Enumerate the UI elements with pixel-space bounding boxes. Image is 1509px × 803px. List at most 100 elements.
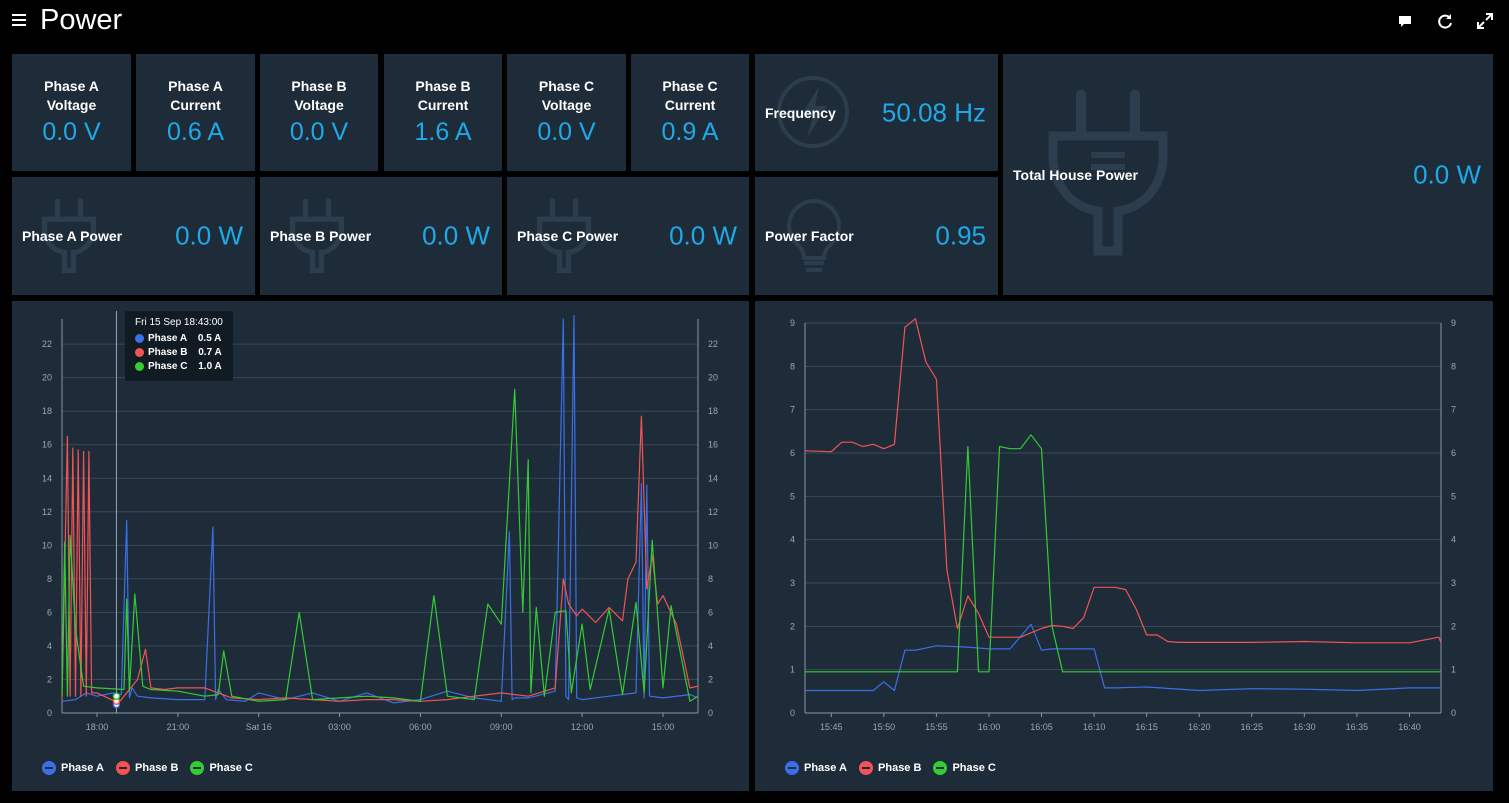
tile-phase-a-current[interactable]: Phase A Current 0.6 A	[136, 54, 255, 171]
hover-point	[112, 692, 121, 700]
tile-label: Phase B Power	[270, 228, 372, 244]
x-tick-label: 16:20	[1188, 722, 1211, 732]
x-tick-label: 03:00	[328, 722, 351, 732]
series-line-phase-a	[805, 623, 1441, 692]
top-bar: Power	[0, 0, 1509, 46]
y-tick-label-right: 8	[1451, 361, 1456, 371]
x-tick-label: 16:10	[1083, 722, 1106, 732]
tile-phase-b-power[interactable]: Phase B Power 0.0 W	[260, 177, 502, 295]
comment-icon[interactable]	[1396, 12, 1414, 30]
legend-item-phase-b[interactable]: Phase B	[859, 761, 921, 775]
tile-value: 0.0 V	[42, 118, 101, 146]
y-tick-label: 4	[47, 641, 52, 651]
tile-value: 0.9 A	[661, 118, 719, 146]
phase-a-dot-icon	[135, 334, 144, 343]
tile-value: 50.08 Hz	[881, 97, 986, 127]
y-tick-label-right: 2	[1451, 621, 1456, 631]
legend-swatch-icon	[116, 761, 131, 775]
legend-label: Phase C	[209, 762, 253, 774]
y-tick-label-right: 12	[708, 507, 718, 517]
tile-label: Phase B	[415, 78, 471, 94]
tile-phase-c-current[interactable]: Phase C Current 0.9 A	[631, 54, 749, 171]
tooltip-series-name: Phase C	[148, 361, 188, 372]
y-tick-label-right: 6	[1451, 448, 1456, 458]
chart-tooltip: Fri 15 Sep 18:43:00 Phase A 0.5 A Phase …	[125, 311, 233, 381]
tile-power-factor[interactable]: Power Factor 0.95	[755, 177, 998, 295]
y-tick-label: 9	[790, 318, 795, 328]
tooltip-series-name: Phase A	[148, 333, 188, 344]
x-tick-label: 06:00	[409, 722, 432, 732]
tile-label: Voltage	[294, 97, 344, 113]
chart-2-svg[interactable]: 0 0 1 1 2 2 3 3 4 4 5 5 6 6 7 7 8 8 9 9 15:45 15:50 15:55 16:00…	[755, 301, 1493, 741]
current-recent-chart[interactable]: 0 0 1 1 2 2 3 3 4 4 5 5 6 6 7 7 8 8 9 9 15:45 15:50 15:55 16:00…	[755, 301, 1493, 791]
plug-icon	[41, 198, 97, 273]
y-tick-label-right: 4	[708, 641, 713, 651]
y-tick-label: 22	[42, 339, 52, 349]
tile-phase-a-power[interactable]: Phase A Power 0.0 W	[12, 177, 255, 295]
fullscreen-icon[interactable]	[1476, 12, 1494, 30]
legend-item-phase-c[interactable]: Phase C	[933, 761, 996, 775]
tile-label: Phase B	[291, 78, 347, 94]
page-title: Power	[40, 4, 123, 36]
current-history-chart[interactable]: 0 0 2 2 4 4 6 6 8 8 10 10 12 12 14 14 16 16 18 18 20 20 22 22 18…	[12, 301, 749, 791]
tile-label: Phase A	[44, 78, 99, 94]
legend-swatch-icon	[42, 761, 56, 775]
y-tick-label: 2	[790, 621, 795, 631]
y-tick-label-right: 6	[708, 607, 713, 617]
legend-item-phase-a[interactable]: Phase A	[785, 761, 847, 775]
y-tick-label-right: 0	[1451, 708, 1456, 718]
y-tick-label: 4	[790, 535, 795, 545]
tooltip-row: Phase B 0.7 A	[135, 347, 223, 358]
legend-item-phase-b[interactable]: Phase B	[116, 761, 178, 775]
y-tick-label-right: 9	[1451, 318, 1456, 328]
y-tick-label: 16	[42, 440, 52, 450]
tooltip-series-name: Phase B	[148, 347, 188, 358]
tile-total-house-power[interactable]: Total House Power 0.0 W	[1003, 54, 1493, 295]
tile-phase-b-current[interactable]: Phase B Current 1.6 A	[384, 54, 502, 171]
legend-label: Phase A	[804, 762, 848, 774]
tile-phase-c-voltage[interactable]: Phase C Voltage 0.0 V	[507, 54, 626, 171]
legend-swatch-icon	[859, 761, 874, 775]
tile-label: Current	[417, 97, 469, 113]
tile-label: Phase C	[538, 78, 595, 94]
y-tick-label: 6	[47, 607, 52, 617]
tile-label: Current	[664, 97, 716, 113]
tile-phase-a-voltage[interactable]: Phase A Voltage 0.0 V	[12, 54, 131, 171]
tile-value: 0.0 W	[422, 220, 490, 251]
tile-label: Frequency	[765, 104, 836, 121]
tile-frequency[interactable]: Frequency 50.08 Hz	[755, 54, 998, 171]
tile-label: Voltage	[541, 97, 592, 113]
legend-label: Phase B	[135, 762, 179, 774]
tile-label: Phase C Power	[517, 228, 619, 244]
y-tick-label: 18	[42, 406, 52, 416]
tile-label: Phase C	[662, 78, 718, 94]
tooltip-title: Fri 15 Sep 18:43:00	[135, 317, 223, 328]
menu-icon[interactable]	[12, 14, 26, 26]
legend-swatch-icon	[190, 761, 205, 775]
y-tick-label: 0	[790, 708, 795, 718]
tile-label: Phase A Power	[22, 228, 123, 244]
x-tick-label: 15:50	[873, 722, 896, 732]
tile-label: Power Factor	[765, 228, 854, 244]
tile-value: 1.6 A	[414, 118, 472, 146]
tile-phase-c-power[interactable]: Phase C Power 0.0 W	[507, 177, 749, 295]
y-tick-label: 8	[47, 574, 52, 584]
legend-item-phase-a[interactable]: Phase A	[42, 761, 104, 775]
legend-swatch-icon	[933, 761, 948, 775]
legend-label: Phase B	[878, 762, 922, 774]
tile-phase-b-voltage[interactable]: Phase B Voltage 0.0 V	[260, 54, 378, 171]
plug-icon	[536, 198, 592, 273]
y-tick-label: 0	[47, 708, 52, 718]
x-tick-label: 18:00	[86, 722, 109, 732]
y-tick-label: 6	[790, 448, 795, 458]
refresh-icon[interactable]	[1436, 12, 1454, 30]
y-tick-label: 5	[790, 491, 795, 501]
y-tick-label-right: 16	[708, 440, 718, 450]
lightbulb-icon	[787, 198, 841, 272]
legend-item-phase-c[interactable]: Phase C	[190, 761, 253, 775]
x-tick-label: 16:30	[1293, 722, 1316, 732]
x-tick-label: 16:00	[978, 722, 1001, 732]
y-tick-label-right: 14	[708, 473, 718, 483]
y-tick-label: 14	[42, 473, 52, 483]
